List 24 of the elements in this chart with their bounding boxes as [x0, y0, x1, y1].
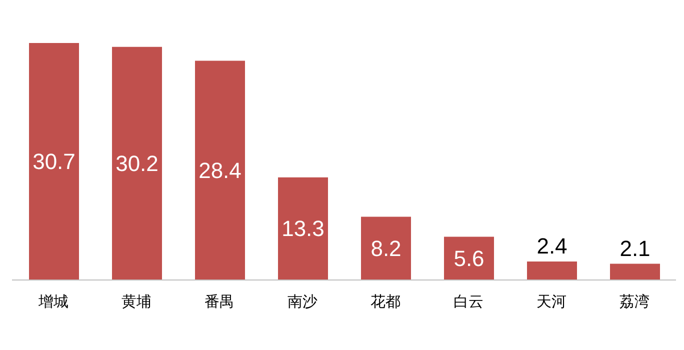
bar [444, 236, 494, 280]
data-label: 8.2 [370, 236, 402, 261]
x-tick-label: 黄埔 [122, 292, 152, 311]
bar [610, 264, 660, 280]
bar [29, 43, 79, 280]
x-tick-label: 荔湾 [620, 292, 650, 311]
x-tick-label: 花都 [370, 292, 400, 311]
data-label: 2.1 [620, 236, 650, 261]
x-tick-label: 白云 [454, 292, 484, 311]
bar [361, 216, 411, 280]
x-tick-label: 番禺 [204, 292, 234, 311]
bar [195, 60, 245, 280]
data-label: 30.2 [116, 150, 158, 176]
bar [527, 261, 577, 280]
data-label: 13.3 [282, 216, 324, 242]
data-label: 28.4 [198, 158, 242, 183]
x-tick-label: 增城 [38, 292, 68, 311]
bar [112, 46, 162, 280]
bar [278, 177, 328, 280]
data-label: 2.4 [536, 233, 568, 258]
x-tick-label: 天河 [536, 292, 566, 311]
data-label: 5.6 [454, 246, 484, 271]
x-tick-label: 南沙 [288, 292, 318, 311]
data-label: 30.7 [32, 149, 76, 174]
